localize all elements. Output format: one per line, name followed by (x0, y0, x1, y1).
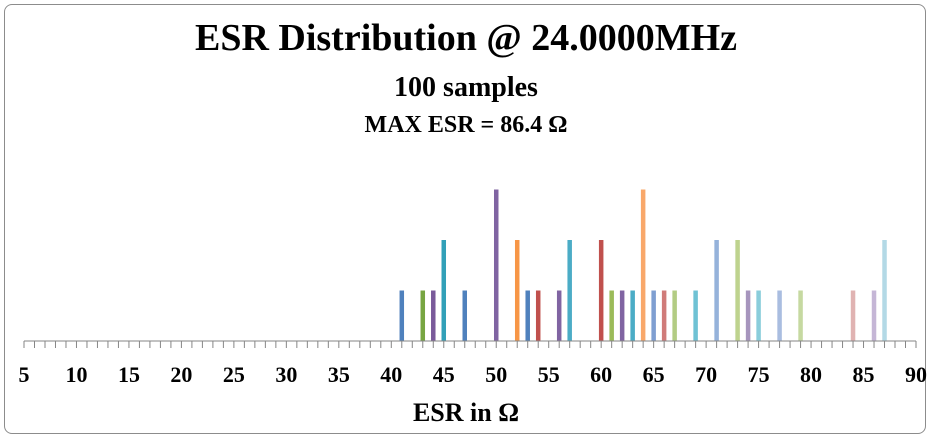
x-tick-label-70: 70 (695, 362, 717, 387)
chart-subtitle-max-esr: MAX ESR = 86.4 Ω (364, 112, 568, 138)
bar-43 (420, 290, 426, 341)
bar-79 (798, 290, 803, 341)
x-tick-label-20: 20 (170, 362, 192, 387)
x-tick-label-25: 25 (223, 362, 245, 387)
chart-frame (4, 4, 926, 434)
bar-47 (462, 290, 467, 341)
x-tick-label-35: 35 (328, 362, 350, 387)
bar-73 (735, 240, 740, 341)
bar-62 (619, 290, 625, 341)
x-tick-label-55: 55 (538, 362, 560, 387)
bar-61 (609, 290, 614, 341)
bar-50 (493, 189, 499, 341)
bar-74 (745, 290, 751, 341)
x-axis-title: ESR in Ω (412, 398, 520, 427)
bar-60 (598, 240, 604, 341)
bar-63 (630, 290, 635, 341)
bar-77 (777, 290, 782, 341)
bar-71 (714, 240, 719, 341)
chart-title: ESR Distribution @ 24.0000MHz (194, 17, 738, 59)
bar-87 (882, 240, 887, 341)
bar-41 (399, 290, 405, 341)
x-tick-label-60: 60 (590, 362, 612, 387)
x-tick-label-80: 80 (800, 362, 822, 387)
bar-53 (525, 290, 530, 341)
bar-67 (672, 290, 677, 341)
x-tick-label-30: 30 (275, 362, 297, 387)
bar-57 (567, 240, 572, 341)
x-tick-label-15: 15 (118, 362, 140, 387)
x-tick-label-65: 65 (643, 362, 665, 387)
x-tick-label-5: 5 (19, 362, 30, 387)
bar-69 (693, 290, 698, 341)
x-tick-label-50: 50 (485, 362, 507, 387)
bar-84 (850, 290, 856, 341)
x-tick-label-75: 75 (748, 362, 770, 387)
bar-44 (431, 290, 436, 341)
bar-52 (514, 240, 520, 341)
bar-56 (556, 290, 562, 341)
x-tick-label-90: 90 (905, 362, 927, 387)
x-tick-label-45: 45 (433, 362, 455, 387)
x-tick-label-10: 10 (65, 362, 87, 387)
bar-64 (640, 189, 646, 341)
bar-86 (871, 290, 877, 341)
bar-66 (661, 290, 667, 341)
bar-54 (535, 290, 541, 341)
chart-subtitle: 100 samples (394, 72, 538, 103)
x-tick-label-40: 40 (380, 362, 402, 387)
bar-45 (441, 240, 447, 341)
bar-65 (651, 290, 656, 341)
bar-75 (756, 290, 761, 341)
x-tick-label-85: 85 (853, 362, 875, 387)
